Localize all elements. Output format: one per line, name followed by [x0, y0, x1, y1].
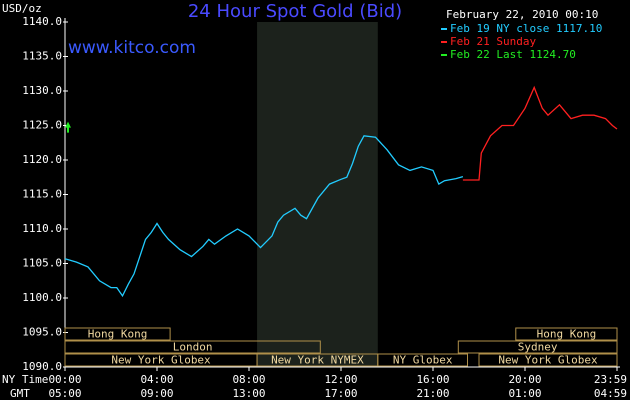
- y-tick-label: 1130.0: [22, 84, 62, 97]
- x-tick-label: 16:00: [416, 373, 449, 386]
- price-line: [462, 85, 618, 181]
- session-label: New York NYMEX: [271, 354, 364, 367]
- x-tick-label: 12:00: [324, 373, 357, 386]
- x2-label: GMT: [10, 387, 30, 400]
- session-bar: [457, 340, 618, 354]
- y-tick-label: 1140.0: [22, 15, 62, 28]
- session-label: Sydney: [518, 341, 558, 354]
- x2-tick-label: 09:00: [140, 387, 173, 400]
- last-marker: [65, 121, 71, 133]
- x-tick-label: 23:59: [594, 373, 627, 386]
- x2-tick-label: 05:00: [48, 387, 81, 400]
- x2-tick-label: 17:00: [324, 387, 357, 400]
- session-bar: [515, 327, 618, 341]
- y-tick-label: 1125.0: [22, 119, 62, 132]
- x2-tick-label: 21:00: [416, 387, 449, 400]
- x-label: NY Time: [2, 373, 48, 386]
- session-label: New York Globex: [111, 354, 211, 367]
- y-tick-label: 1095.0: [22, 326, 62, 339]
- timestamp: February 22, 2010 00:10: [446, 8, 598, 21]
- unit-label: USD/oz: [2, 2, 42, 15]
- session-label: Hong Kong: [88, 328, 148, 341]
- y-tick-label: 1115.0: [22, 188, 62, 201]
- y-tick-label: 1110.0: [22, 222, 62, 235]
- session-label: NY Globex: [393, 354, 453, 367]
- legend-entry: Feb 19 NY close 1117.10: [450, 22, 602, 35]
- price-line: [64, 135, 464, 298]
- y-tick-label: 1120.0: [22, 153, 62, 166]
- x-tick-label: 08:00: [232, 373, 265, 386]
- session-label: London: [173, 341, 213, 354]
- y-tick-label: 1090.0: [22, 360, 62, 373]
- session-bar: [478, 353, 618, 367]
- x-tick-label: 20:00: [508, 373, 541, 386]
- chart-title: 24 Hour Spot Gold (Bid): [188, 1, 402, 22]
- y-tick-label: 1105.0: [22, 257, 62, 270]
- x-tick-label: 00:00: [48, 373, 81, 386]
- session-shade: [257, 22, 378, 367]
- x-tick-label: 04:00: [140, 373, 173, 386]
- legend-entry: Feb 22 Last 1124.70: [450, 48, 576, 61]
- legend-entry: Feb 21 Sunday: [450, 35, 536, 48]
- session-bar: [64, 327, 171, 341]
- session-label: Hong Kong: [537, 328, 597, 341]
- x2-tick-label: 13:00: [232, 387, 265, 400]
- y-tick-label: 1135.0: [22, 50, 62, 63]
- session-label: New York Globex: [498, 354, 598, 367]
- x2-tick-label: 04:59: [594, 387, 627, 400]
- session-bar: [64, 340, 321, 354]
- y-tick-label: 1100.0: [22, 291, 62, 304]
- session-bar: [377, 353, 468, 367]
- site-label: www.kitco.com: [68, 38, 196, 58]
- x2-tick-label: 01:00: [508, 387, 541, 400]
